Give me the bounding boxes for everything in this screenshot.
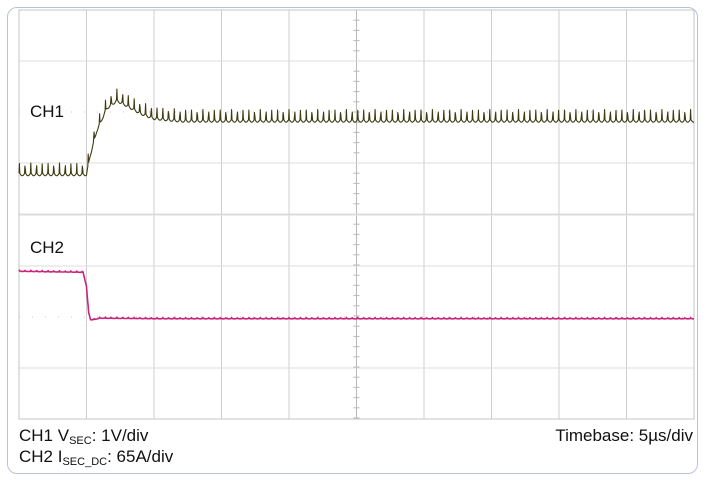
ch1-label: CH1 bbox=[30, 102, 64, 121]
ch1-scale-text: CH1 VSEC: 1V/div bbox=[19, 426, 149, 447]
ch2-scale-text: CH2 ISEC_DC: 65A/div bbox=[19, 447, 174, 468]
timebase-text: Timebase: 5µs/div bbox=[555, 426, 693, 445]
ch2-label: CH2 bbox=[30, 238, 64, 257]
ch2-scale-prefix: CH2 I bbox=[19, 447, 63, 466]
ch2-scale-subscript: SEC_DC bbox=[62, 456, 108, 468]
trace-ch1 bbox=[18, 88, 695, 177]
ch1-scale-subscript: SEC bbox=[69, 435, 92, 447]
traces bbox=[18, 88, 695, 321]
trace-ch2 bbox=[18, 269, 695, 321]
ch2-scale-value: : 65A/div bbox=[107, 447, 174, 466]
plot-border bbox=[18, 9, 695, 420]
grid bbox=[18, 9, 695, 420]
ch1-scale-value: : 1V/div bbox=[91, 426, 149, 445]
scope-frame bbox=[7, 7, 698, 474]
ch1-scale-prefix: CH1 V bbox=[19, 426, 70, 445]
